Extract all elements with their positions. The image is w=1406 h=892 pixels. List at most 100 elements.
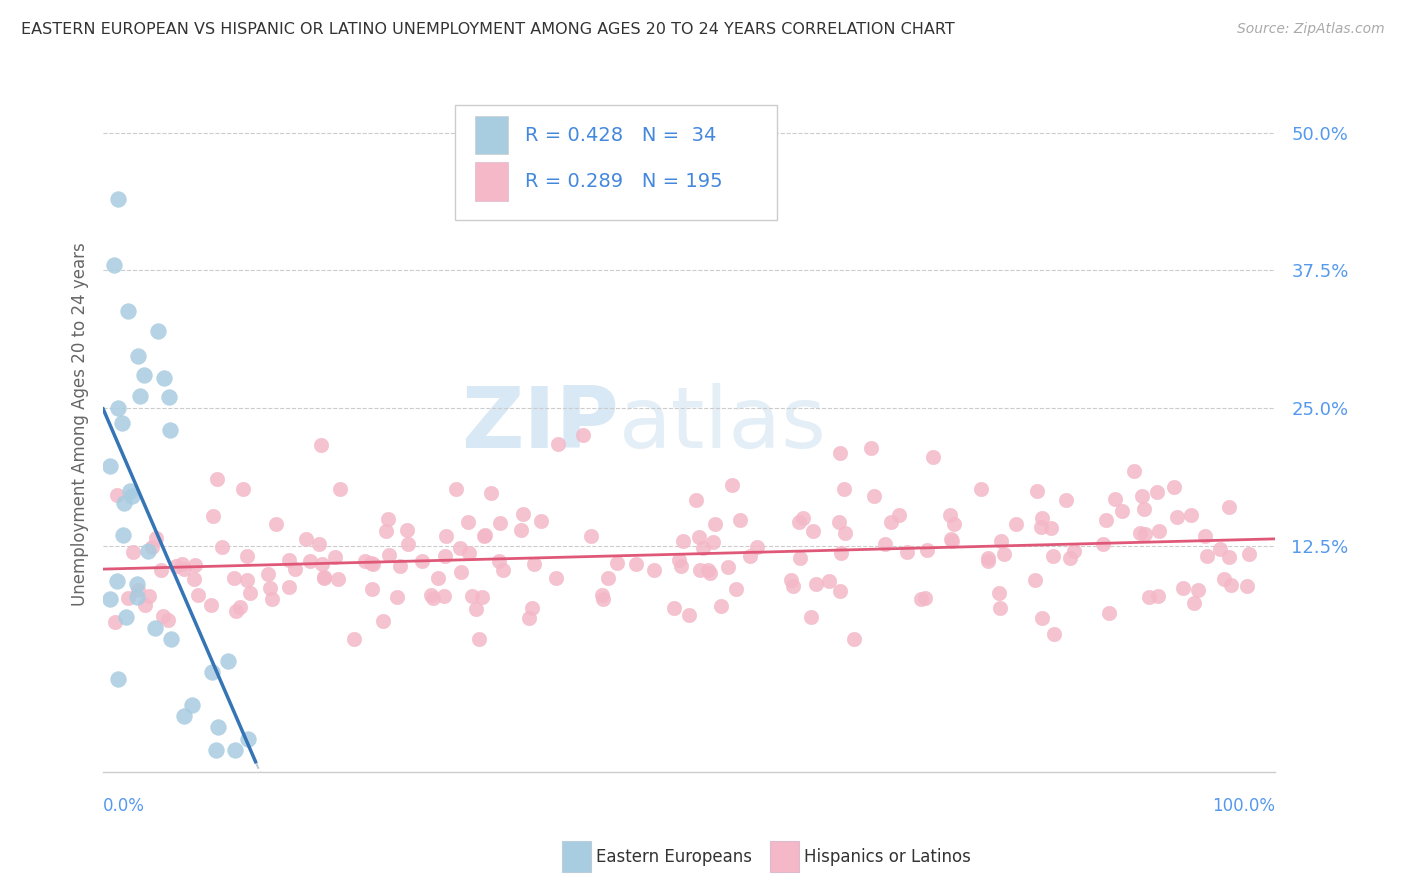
Text: ZIP: ZIP — [461, 383, 619, 466]
Point — [1137, 590, 1160, 604]
Point — [143, 621, 166, 635]
Point — [668, 553, 690, 567]
Point — [896, 544, 918, 558]
Point — [1209, 542, 1232, 557]
FancyBboxPatch shape — [454, 105, 778, 219]
Point — [880, 516, 903, 530]
Text: Hispanics or Latinos: Hispanics or Latinos — [804, 847, 972, 866]
Point — [107, 673, 129, 687]
Point — [1195, 549, 1218, 563]
Text: EASTERN EUROPEAN VS HISPANIC OR LATINO UNEMPLOYMENT AMONG AGES 20 TO 24 YEARS CO: EASTERN EUROPEAN VS HISPANIC OR LATINO U… — [21, 22, 955, 37]
Point — [520, 600, 543, 615]
Point — [1237, 547, 1260, 561]
Point — [266, 516, 288, 531]
Point — [385, 591, 408, 605]
Point — [579, 529, 602, 543]
Point — [181, 698, 204, 713]
Point — [1031, 520, 1053, 534]
Point — [988, 586, 1011, 600]
Point — [828, 515, 851, 529]
Point — [105, 487, 128, 501]
Point — [323, 550, 346, 565]
Point — [468, 632, 491, 647]
Point — [458, 546, 481, 560]
Point — [606, 557, 628, 571]
Point — [153, 370, 176, 384]
Point — [1129, 525, 1152, 540]
Point — [152, 609, 174, 624]
Point — [187, 588, 209, 602]
Point — [457, 515, 479, 529]
Point — [921, 450, 943, 464]
Point — [165, 558, 187, 573]
Point — [828, 583, 851, 598]
Point — [993, 547, 1015, 561]
Point — [710, 599, 733, 614]
Point — [222, 570, 245, 584]
Point — [299, 554, 322, 568]
Point — [105, 574, 128, 589]
Point — [127, 582, 149, 597]
Point — [145, 531, 167, 545]
Point — [976, 554, 998, 568]
Point — [939, 532, 962, 546]
Point — [863, 489, 886, 503]
Point — [523, 557, 546, 571]
Text: 0.0%: 0.0% — [103, 797, 145, 814]
Text: R = 0.289   N = 195: R = 0.289 N = 195 — [526, 172, 723, 191]
Point — [517, 611, 540, 625]
Point — [1180, 508, 1202, 523]
Point — [977, 551, 1000, 566]
Point — [474, 529, 496, 543]
Point — [295, 532, 318, 546]
Point — [1024, 573, 1046, 587]
Point — [745, 540, 768, 554]
Point — [159, 423, 181, 437]
Point — [1031, 611, 1053, 625]
Point — [489, 516, 512, 531]
Point — [801, 524, 824, 539]
Point — [875, 536, 897, 550]
Point — [943, 517, 966, 532]
Point — [98, 591, 121, 606]
Point — [173, 709, 195, 723]
Point — [259, 581, 281, 595]
Point — [434, 549, 457, 564]
Point — [1031, 510, 1053, 524]
Point — [832, 483, 855, 497]
Point — [111, 527, 134, 541]
Point — [664, 601, 686, 615]
Point — [941, 533, 963, 548]
Point — [678, 607, 700, 622]
Point — [107, 192, 129, 206]
Point — [643, 563, 665, 577]
Point — [1122, 464, 1144, 478]
Point — [328, 572, 350, 586]
Point — [474, 528, 496, 542]
Point — [205, 472, 228, 486]
Point — [160, 632, 183, 647]
Point — [205, 742, 228, 756]
Point — [1218, 550, 1240, 565]
Point — [740, 549, 762, 563]
Point — [488, 554, 510, 568]
Point — [730, 513, 752, 527]
Point — [1042, 627, 1064, 641]
Point — [224, 742, 246, 756]
Point — [217, 654, 239, 668]
Point — [232, 483, 254, 497]
Point — [377, 549, 399, 563]
Point — [129, 389, 152, 403]
Point — [118, 484, 141, 499]
Point — [1111, 504, 1133, 518]
Point — [134, 599, 156, 613]
Point — [114, 496, 136, 510]
Point — [278, 553, 301, 567]
Point — [830, 446, 852, 460]
Text: R = 0.428   N =  34: R = 0.428 N = 34 — [526, 126, 717, 145]
Point — [1166, 510, 1188, 524]
Point — [699, 566, 721, 580]
Point — [107, 401, 129, 415]
Point — [354, 554, 377, 568]
Point — [115, 610, 138, 624]
